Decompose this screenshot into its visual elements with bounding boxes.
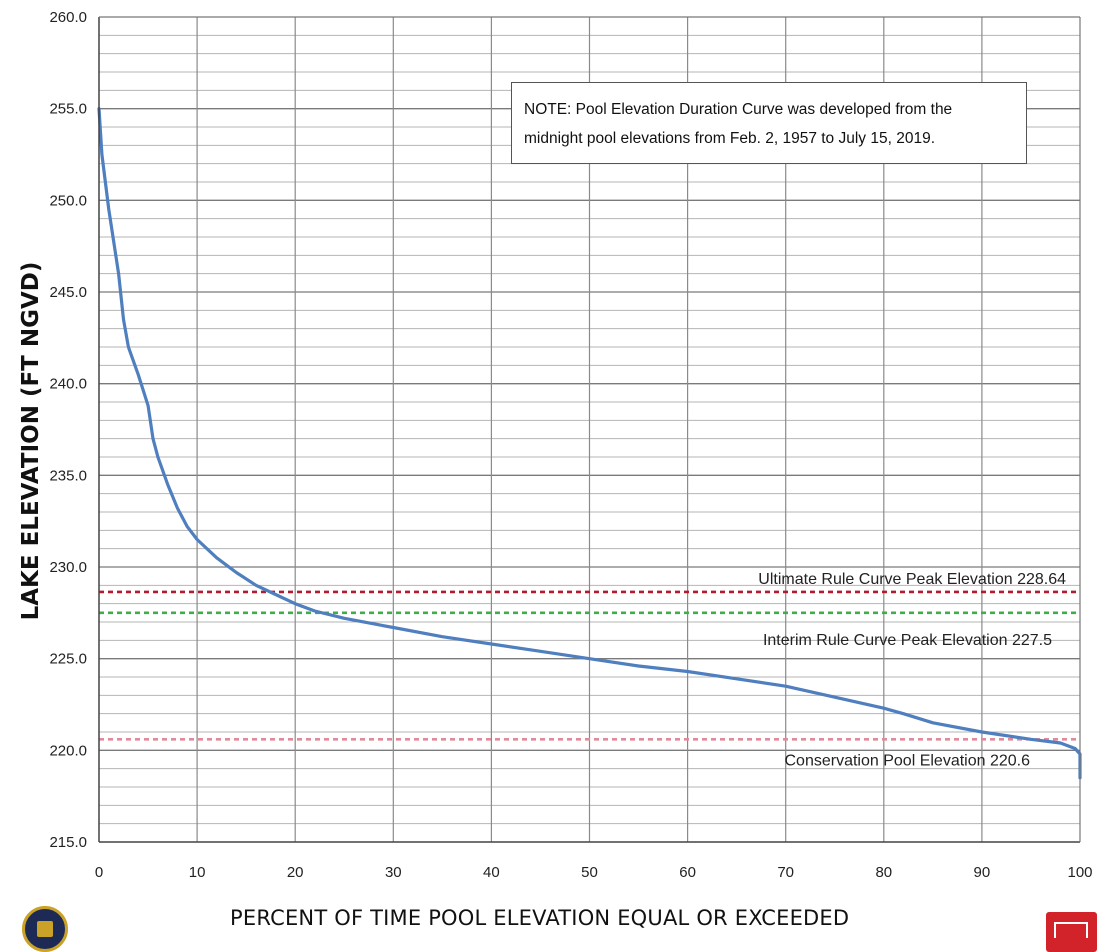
- y-tick-label: 250.0: [49, 192, 87, 209]
- y-tick-label: 260.0: [49, 9, 87, 26]
- reference-lines: Ultimate Rule Curve Peak Elevation 228.6…: [99, 571, 1080, 769]
- x-tick-label: 10: [189, 864, 206, 881]
- reference-line-label: Interim Rule Curve Peak Elevation 227.5: [763, 632, 1052, 649]
- x-tick-label: 50: [581, 864, 598, 881]
- y-tick-label: 235.0: [49, 467, 87, 484]
- x-tick-label: 80: [875, 864, 892, 881]
- usace-castle-logo: [1046, 912, 1097, 952]
- x-tick-labels: 0 10 20 30 40 50 60 70 80 90 100: [95, 864, 1093, 881]
- y-axis-title: LAKE ELEVATION (FT NGVD): [18, 262, 44, 621]
- x-axis-title: PERCENT OF TIME POOL ELEVATION EQUAL OR …: [230, 906, 850, 930]
- x-tick-label: 60: [679, 864, 696, 881]
- x-tick-label: 20: [287, 864, 304, 881]
- y-tick-label: 255.0: [49, 101, 87, 118]
- x-tick-label: 100: [1067, 864, 1092, 881]
- y-tick-label: 245.0: [49, 284, 87, 301]
- y-tick-label: 230.0: [49, 559, 87, 576]
- y-tick-label: 240.0: [49, 376, 87, 393]
- x-tick-label: 90: [974, 864, 991, 881]
- y-tick-labels: 260.0 255.0 250.0 245.0 240.0 235.0 230.0 225.0…: [49, 9, 87, 851]
- reference-line-label: Conservation Pool Elevation 220.6: [785, 752, 1031, 769]
- note-line-1: NOTE: Pool Elevation Duration Curve was …: [524, 101, 953, 118]
- y-tick-label: 225.0: [49, 651, 87, 668]
- series-layer: [97, 107, 1082, 780]
- note-line-2: midnight pool elevations from Feb. 2, 19…: [524, 130, 935, 147]
- axes: [98, 16, 1081, 843]
- x-tick-label: 30: [385, 864, 402, 881]
- y-tick-label: 220.0: [49, 742, 87, 759]
- x-tick-label: 40: [483, 864, 500, 881]
- data-series-line: [97, 107, 1082, 780]
- reference-line-label: Ultimate Rule Curve Peak Elevation 228.6…: [758, 571, 1066, 588]
- y-tick-label: 215.0: [49, 834, 87, 851]
- major-gridlines: [99, 17, 1080, 842]
- army-seal-logo: [22, 906, 68, 952]
- x-tick-label: 0: [95, 864, 103, 881]
- x-tick-label: 70: [777, 864, 794, 881]
- note-box: NOTE: Pool Elevation Duration Curve was …: [511, 82, 1027, 164]
